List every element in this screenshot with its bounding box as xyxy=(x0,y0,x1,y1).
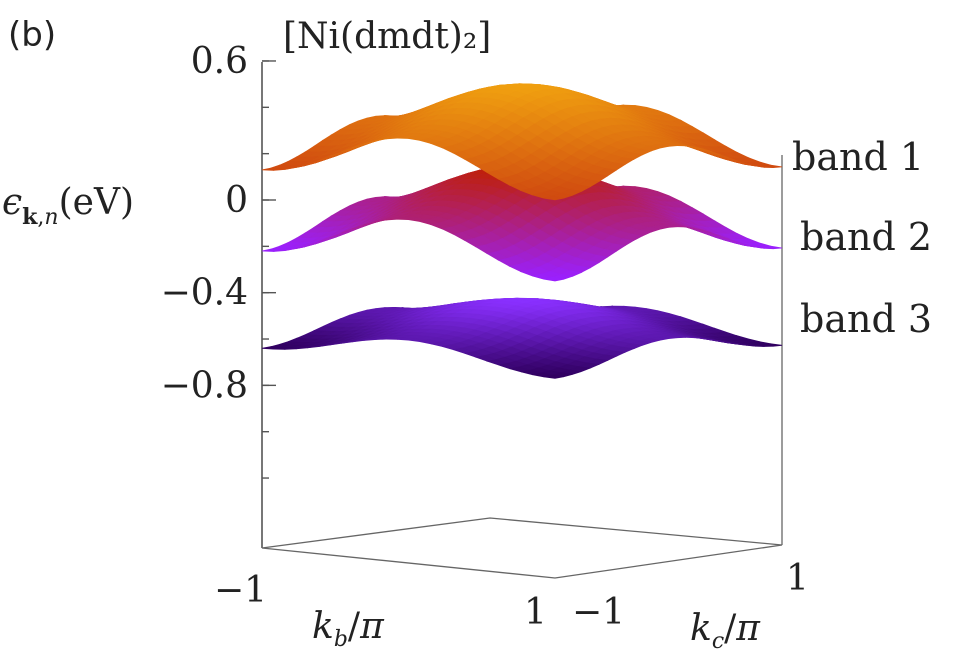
kb-tick-min: −1 xyxy=(214,570,267,611)
band-1-surface xyxy=(261,83,783,201)
band-labels: band 1 band 2 band 3 xyxy=(792,135,932,341)
surface-patch xyxy=(543,195,564,201)
floor xyxy=(261,517,783,579)
band-label-3: band 3 xyxy=(800,297,932,341)
kb-axis-label: kb/π xyxy=(312,606,385,652)
kc-axis-label: kc/π xyxy=(690,608,761,654)
z-axis-ticks: 0.6 0 −0.4 −0.8 xyxy=(161,41,276,479)
z-tick-label: −0.4 xyxy=(161,273,248,314)
band-label-2: band 2 xyxy=(800,215,932,259)
z-tick-label: 0.6 xyxy=(191,41,248,82)
z-axis-label: ϵk,n(eV) xyxy=(2,182,134,230)
band-label-1: band 1 xyxy=(792,135,924,179)
kb-tick-max: 1 xyxy=(524,592,547,633)
band-3-surface xyxy=(261,297,783,379)
band-surfaces xyxy=(261,83,783,379)
axes-box xyxy=(261,62,783,579)
z-tick-label: 0 xyxy=(225,180,248,221)
surface-patch xyxy=(543,276,564,282)
kc-tick-max: 1 xyxy=(786,558,809,599)
chart-title: [Ni(dmdt)₂] xyxy=(283,16,491,57)
kc-tick-min: −1 xyxy=(572,592,625,633)
z-tick-label: −0.8 xyxy=(161,365,248,406)
surface-patch xyxy=(543,374,564,379)
panel-label: (b) xyxy=(8,15,56,55)
